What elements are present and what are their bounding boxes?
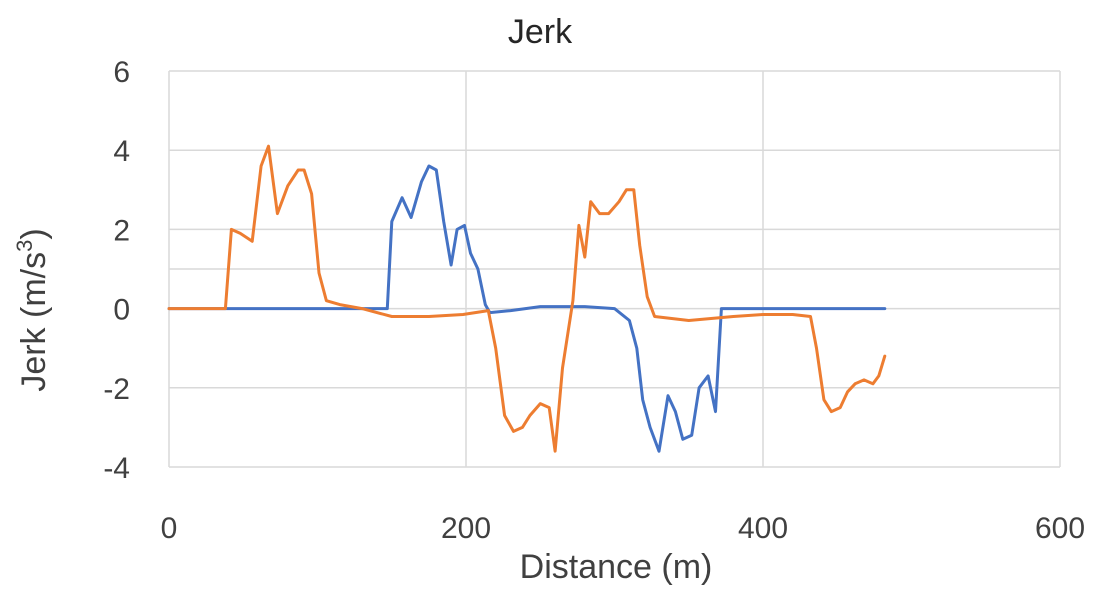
grid-layer — [168, 70, 1061, 468]
chart-title: Jerk — [508, 13, 573, 51]
y-axis-title-main: Jerk (m/s — [15, 252, 53, 392]
y-axis-title: Jerk (m/s3) — [12, 228, 53, 391]
y-tick-label: 2 — [113, 214, 130, 247]
y-tick-label: -4 — [103, 452, 130, 485]
y-axis-title-end: ) — [15, 228, 53, 239]
y-tick-label: 0 — [113, 294, 130, 327]
x-tick-label: 400 — [738, 512, 788, 545]
x-tick-label: 0 — [161, 512, 178, 545]
series-line-1 — [167, 164, 887, 453]
y-tick-label: 4 — [113, 135, 130, 168]
x-tick-label: 600 — [1035, 512, 1085, 545]
y-tick-label: -2 — [103, 373, 130, 406]
y-axis-title-sup: 3 — [12, 240, 37, 252]
series-line-2 — [167, 144, 887, 453]
series-layer — [167, 144, 887, 453]
tick-label-layer: -4 -2 0 2 4 6 0 200 400 600 — [103, 56, 1085, 545]
x-tick-label: 200 — [441, 512, 491, 545]
x-axis-title: Distance (m) — [520, 548, 713, 586]
y-tick-label: 6 — [113, 56, 130, 89]
